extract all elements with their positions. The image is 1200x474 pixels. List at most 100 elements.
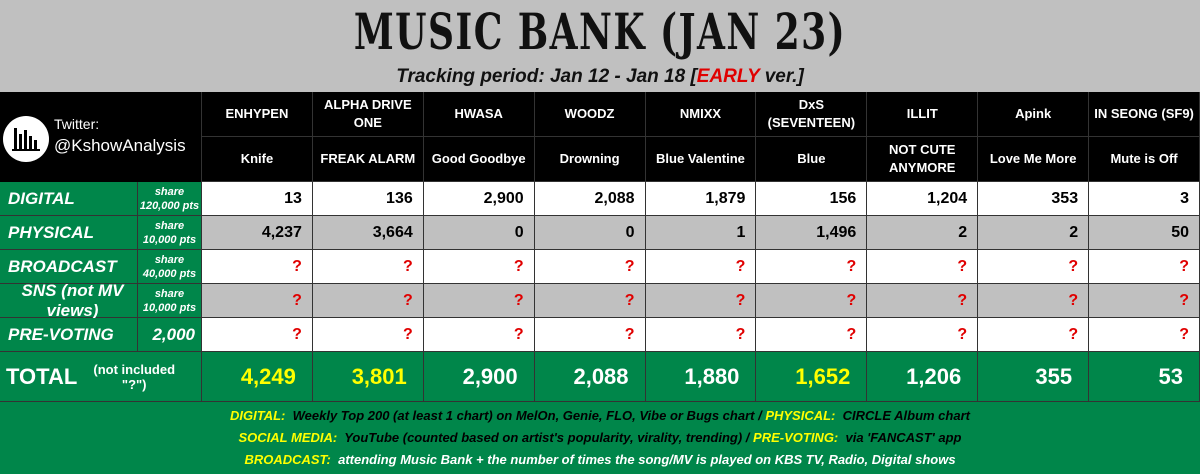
twitter-handle: @KshowAnalysis — [54, 136, 186, 155]
unknown-value: ? — [202, 250, 313, 284]
share-text: share — [154, 219, 185, 232]
unknown-value: ? — [534, 318, 646, 352]
unknown-value: ? — [1089, 318, 1200, 352]
unknown-value: ? — [756, 250, 868, 284]
unknown-value: ? — [645, 250, 757, 284]
total-value: 1,206 — [867, 352, 979, 402]
footer-key: BROADCAST: — [244, 452, 331, 467]
footer-line: BROADCAST: attending Music Bank + the nu… — [0, 449, 1200, 471]
unknown-value: ? — [645, 318, 757, 352]
share-text: share — [154, 287, 185, 300]
unknown-value: ? — [312, 318, 424, 352]
score-value: 4,237 — [202, 216, 313, 250]
unknown-value: ? — [312, 284, 424, 318]
unknown-value: ? — [978, 250, 1090, 284]
artist-name: HWASA — [423, 92, 535, 137]
unknown-value: ? — [1089, 284, 1200, 318]
unknown-value: ? — [978, 284, 1090, 318]
unknown-value: ? — [423, 284, 535, 318]
share-text: 10,000 pts — [142, 233, 197, 246]
score-value: 1,879 — [645, 182, 757, 216]
artist-name: WOODZ — [534, 92, 646, 137]
logo-block: Twitter: @KshowAnalysis — [0, 92, 202, 182]
footer-text: attending Music Bank + the number of tim… — [338, 452, 956, 467]
total-value: 4,249 — [202, 352, 313, 402]
unknown-value: ? — [867, 250, 979, 284]
score-value: 3,664 — [312, 216, 424, 250]
total-text: TOTAL — [6, 363, 78, 389]
row-label: SNS (not MV views) — [0, 281, 138, 320]
total-value: 2,088 — [534, 352, 646, 402]
total-value: 1,652 — [756, 352, 868, 402]
score-value: 2 — [978, 216, 1090, 250]
score-value: 2,088 — [534, 182, 646, 216]
total-value: 53 — [1089, 352, 1200, 402]
artist-name: DxS (SEVENTEEN) — [756, 92, 868, 137]
song-title: Love Me More — [978, 137, 1090, 182]
row-weight: share 40,000 pts — [138, 250, 202, 284]
unknown-value: ? — [423, 318, 535, 352]
page-title: MUSIC BANK (JAN 23) — [353, 2, 847, 61]
subtitle-suffix: ver.] — [759, 66, 804, 87]
unknown-value: ? — [423, 250, 535, 284]
footer-text: CIRCLE Album chart — [842, 408, 970, 423]
row-label: PHYSICAL — [0, 216, 138, 250]
song-title: NOT CUTE ANYMORE — [867, 137, 979, 182]
unknown-value: ? — [756, 284, 868, 318]
legend-footer: DIGITAL: Weekly Top 200 (at least 1 char… — [0, 402, 1200, 474]
total-value: 3,801 — [312, 352, 424, 402]
row-label: PRE-VOTING — [0, 318, 138, 352]
title-banner: MUSIC BANK (JAN 23) Tracking period: Jan… — [0, 0, 1200, 92]
artist-name: ALPHA DRIVE ONE — [312, 92, 424, 137]
score-value: 353 — [978, 182, 1090, 216]
score-value: 156 — [756, 182, 868, 216]
score-value: 0 — [534, 216, 646, 250]
total-value: 2,900 — [423, 352, 535, 402]
unknown-value: ? — [534, 250, 646, 284]
unknown-value: ? — [1089, 250, 1200, 284]
score-value: 3 — [1089, 182, 1200, 216]
score-value: 50 — [1089, 216, 1200, 250]
footer-line: SOCIAL MEDIA: YouTube (counted based on … — [0, 427, 1200, 449]
footer-text: Weekly Top 200 (at least 1 chart) on Mel… — [292, 408, 762, 423]
song-title: Knife — [202, 137, 313, 182]
share-text: 40,000 pts — [142, 267, 197, 280]
footer-text: YouTube (counted based on artist's popul… — [344, 430, 750, 445]
bar-chart-icon — [3, 116, 49, 162]
unknown-value: ? — [978, 318, 1090, 352]
row-label: BROADCAST — [0, 250, 138, 284]
share-text: 120,000 pts — [139, 199, 200, 212]
footer-key: SOCIAL MEDIA: — [238, 430, 338, 445]
footer-key: PRE-VOTING: — [753, 430, 839, 445]
song-title: Blue Valentine — [645, 137, 757, 182]
artist-name: IN SEONG (SF9) — [1089, 92, 1200, 137]
score-value: 13 — [202, 182, 313, 216]
unknown-value: ? — [867, 318, 979, 352]
share-text: share — [154, 253, 185, 266]
footer-text: via 'FANCAST' app — [845, 430, 962, 445]
artist-name: NMIXX — [645, 92, 757, 137]
footer-key: DIGITAL: — [230, 408, 286, 423]
score-value: 2,900 — [423, 182, 535, 216]
total-note: (not included "?") — [93, 361, 176, 392]
artist-name: ILLIT — [867, 92, 979, 137]
song-title: Drowning — [534, 137, 646, 182]
song-title: Mute is Off — [1089, 137, 1200, 182]
share-text: share — [154, 185, 185, 198]
unknown-value: ? — [867, 284, 979, 318]
song-title: Good Goodbye — [423, 137, 535, 182]
artist-name: ENHYPEN — [202, 92, 313, 137]
subtitle-text: Tracking period: Jan 12 - Jan 18 [ — [396, 66, 697, 87]
unknown-value: ? — [202, 318, 313, 352]
row-weight: share 10,000 pts — [138, 284, 202, 318]
song-title: Blue — [756, 137, 868, 182]
score-value: 1,496 — [756, 216, 868, 250]
share-text: 10,000 pts — [142, 301, 197, 314]
score-value: 2 — [867, 216, 979, 250]
artist-name: Apink — [978, 92, 1090, 137]
footer-line: DIGITAL: Weekly Top 200 (at least 1 char… — [0, 405, 1200, 427]
unknown-value: ? — [534, 284, 646, 318]
row-label: DIGITAL — [0, 182, 138, 216]
unknown-value: ? — [756, 318, 868, 352]
score-value: 0 — [423, 216, 535, 250]
